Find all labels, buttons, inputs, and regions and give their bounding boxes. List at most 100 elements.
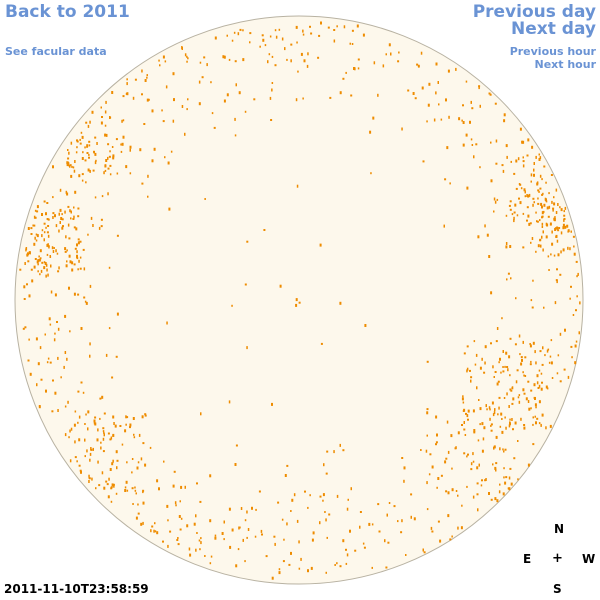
- facula-speck: [79, 267, 82, 270]
- facula-speck: [544, 354, 546, 357]
- facula-speck: [35, 337, 38, 341]
- facula-speck: [428, 473, 431, 476]
- facula-speck: [46, 231, 49, 234]
- facula-speck: [109, 468, 112, 471]
- facula-speck: [549, 355, 552, 358]
- facula-speck: [107, 432, 110, 435]
- facula-speck: [187, 98, 189, 101]
- facula-speck: [346, 507, 349, 511]
- facula-speck: [373, 61, 376, 65]
- facula-speck: [288, 563, 291, 566]
- facula-speck: [84, 300, 87, 303]
- see-facular-data-link[interactable]: See facular data: [5, 45, 107, 58]
- facula-speck: [135, 516, 138, 520]
- facula-speck: [323, 463, 325, 467]
- facula-speck: [346, 553, 349, 557]
- facula-speck: [542, 248, 544, 252]
- facula-speck: [510, 277, 512, 280]
- facula-speck: [473, 155, 475, 159]
- facula-speck: [46, 361, 49, 364]
- facula-speck: [67, 149, 69, 151]
- facula-speck: [470, 138, 473, 141]
- facula-speck: [104, 164, 107, 168]
- facula-speck: [89, 458, 91, 462]
- facula-speck: [522, 340, 524, 344]
- facula-speck: [100, 106, 102, 109]
- facula-speck: [311, 538, 314, 542]
- facula-speck: [302, 29, 304, 33]
- facula-speck: [422, 160, 425, 163]
- facula-speck: [440, 474, 443, 477]
- facula-speck: [94, 196, 97, 199]
- facula-speck: [484, 479, 487, 482]
- facula-speck: [49, 361, 52, 364]
- next-day-link[interactable]: Next day: [511, 19, 596, 39]
- facula-speck: [281, 518, 284, 521]
- facula-speck: [518, 183, 521, 185]
- back-to-year-link[interactable]: Back to 2011: [5, 2, 130, 22]
- facula-speck: [143, 123, 146, 125]
- facula-speck: [530, 241, 532, 244]
- facula-speck: [54, 332, 56, 335]
- facula-speck: [433, 118, 436, 122]
- facula-speck: [545, 181, 547, 184]
- facula-speck: [79, 256, 82, 259]
- facula-speck: [430, 526, 433, 530]
- facula-speck: [26, 253, 29, 257]
- facula-speck: [274, 29, 277, 32]
- facula-speck: [75, 151, 78, 154]
- previous-hour-link[interactable]: Previous hour: [509, 45, 596, 58]
- next-hour-link[interactable]: Next hour: [534, 58, 597, 71]
- facula-speck: [69, 165, 71, 168]
- facula-speck: [309, 25, 311, 28]
- facula-speck: [101, 116, 103, 118]
- facula-speck: [105, 480, 108, 483]
- facula-speck: [87, 410, 90, 414]
- facula-speck: [499, 357, 501, 361]
- facula-speck: [476, 386, 478, 390]
- facula-speck: [144, 413, 147, 416]
- facula-speck: [124, 429, 127, 433]
- facula-speck: [526, 194, 528, 197]
- facula-speck: [293, 493, 296, 497]
- facula-speck: [312, 531, 315, 535]
- facula-speck: [509, 374, 511, 377]
- facula-speck: [446, 146, 449, 150]
- facula-speck: [80, 327, 83, 330]
- facula-speck: [66, 249, 68, 252]
- facula-speck: [98, 484, 101, 487]
- facula-speck: [319, 495, 322, 498]
- facula-speck: [43, 238, 45, 242]
- facula-speck: [51, 410, 54, 413]
- facula-speck: [489, 408, 491, 411]
- facula-speck: [34, 209, 37, 212]
- facula-speck: [333, 29, 336, 31]
- facula-speck: [548, 192, 550, 195]
- facula-speck: [187, 57, 189, 60]
- facula-speck: [146, 98, 149, 102]
- facula-speck: [94, 136, 97, 139]
- facula-speck: [52, 165, 54, 169]
- facula-speck: [54, 391, 57, 395]
- facula-speck: [163, 460, 165, 463]
- facula-speck: [73, 226, 76, 229]
- facula-speck: [80, 131, 83, 134]
- facula-speck: [159, 64, 161, 67]
- facula-speck: [137, 512, 140, 515]
- previous-day-link[interactable]: Previous day: [472, 2, 596, 22]
- facula-speck: [265, 555, 268, 558]
- facula-speck: [57, 270, 60, 273]
- facula-speck: [296, 519, 299, 523]
- facula-speck: [480, 484, 483, 487]
- facula-speck: [488, 492, 490, 495]
- facula-speck: [538, 400, 541, 404]
- facula-speck: [535, 250, 537, 253]
- facula-speck: [53, 247, 55, 249]
- facula-speck: [464, 434, 467, 436]
- facula-speck: [504, 365, 506, 368]
- facula-speck: [508, 476, 511, 480]
- facula-speck: [45, 212, 47, 216]
- facula-speck: [39, 249, 42, 253]
- facula-speck: [546, 206, 549, 210]
- facula-speck: [385, 566, 388, 569]
